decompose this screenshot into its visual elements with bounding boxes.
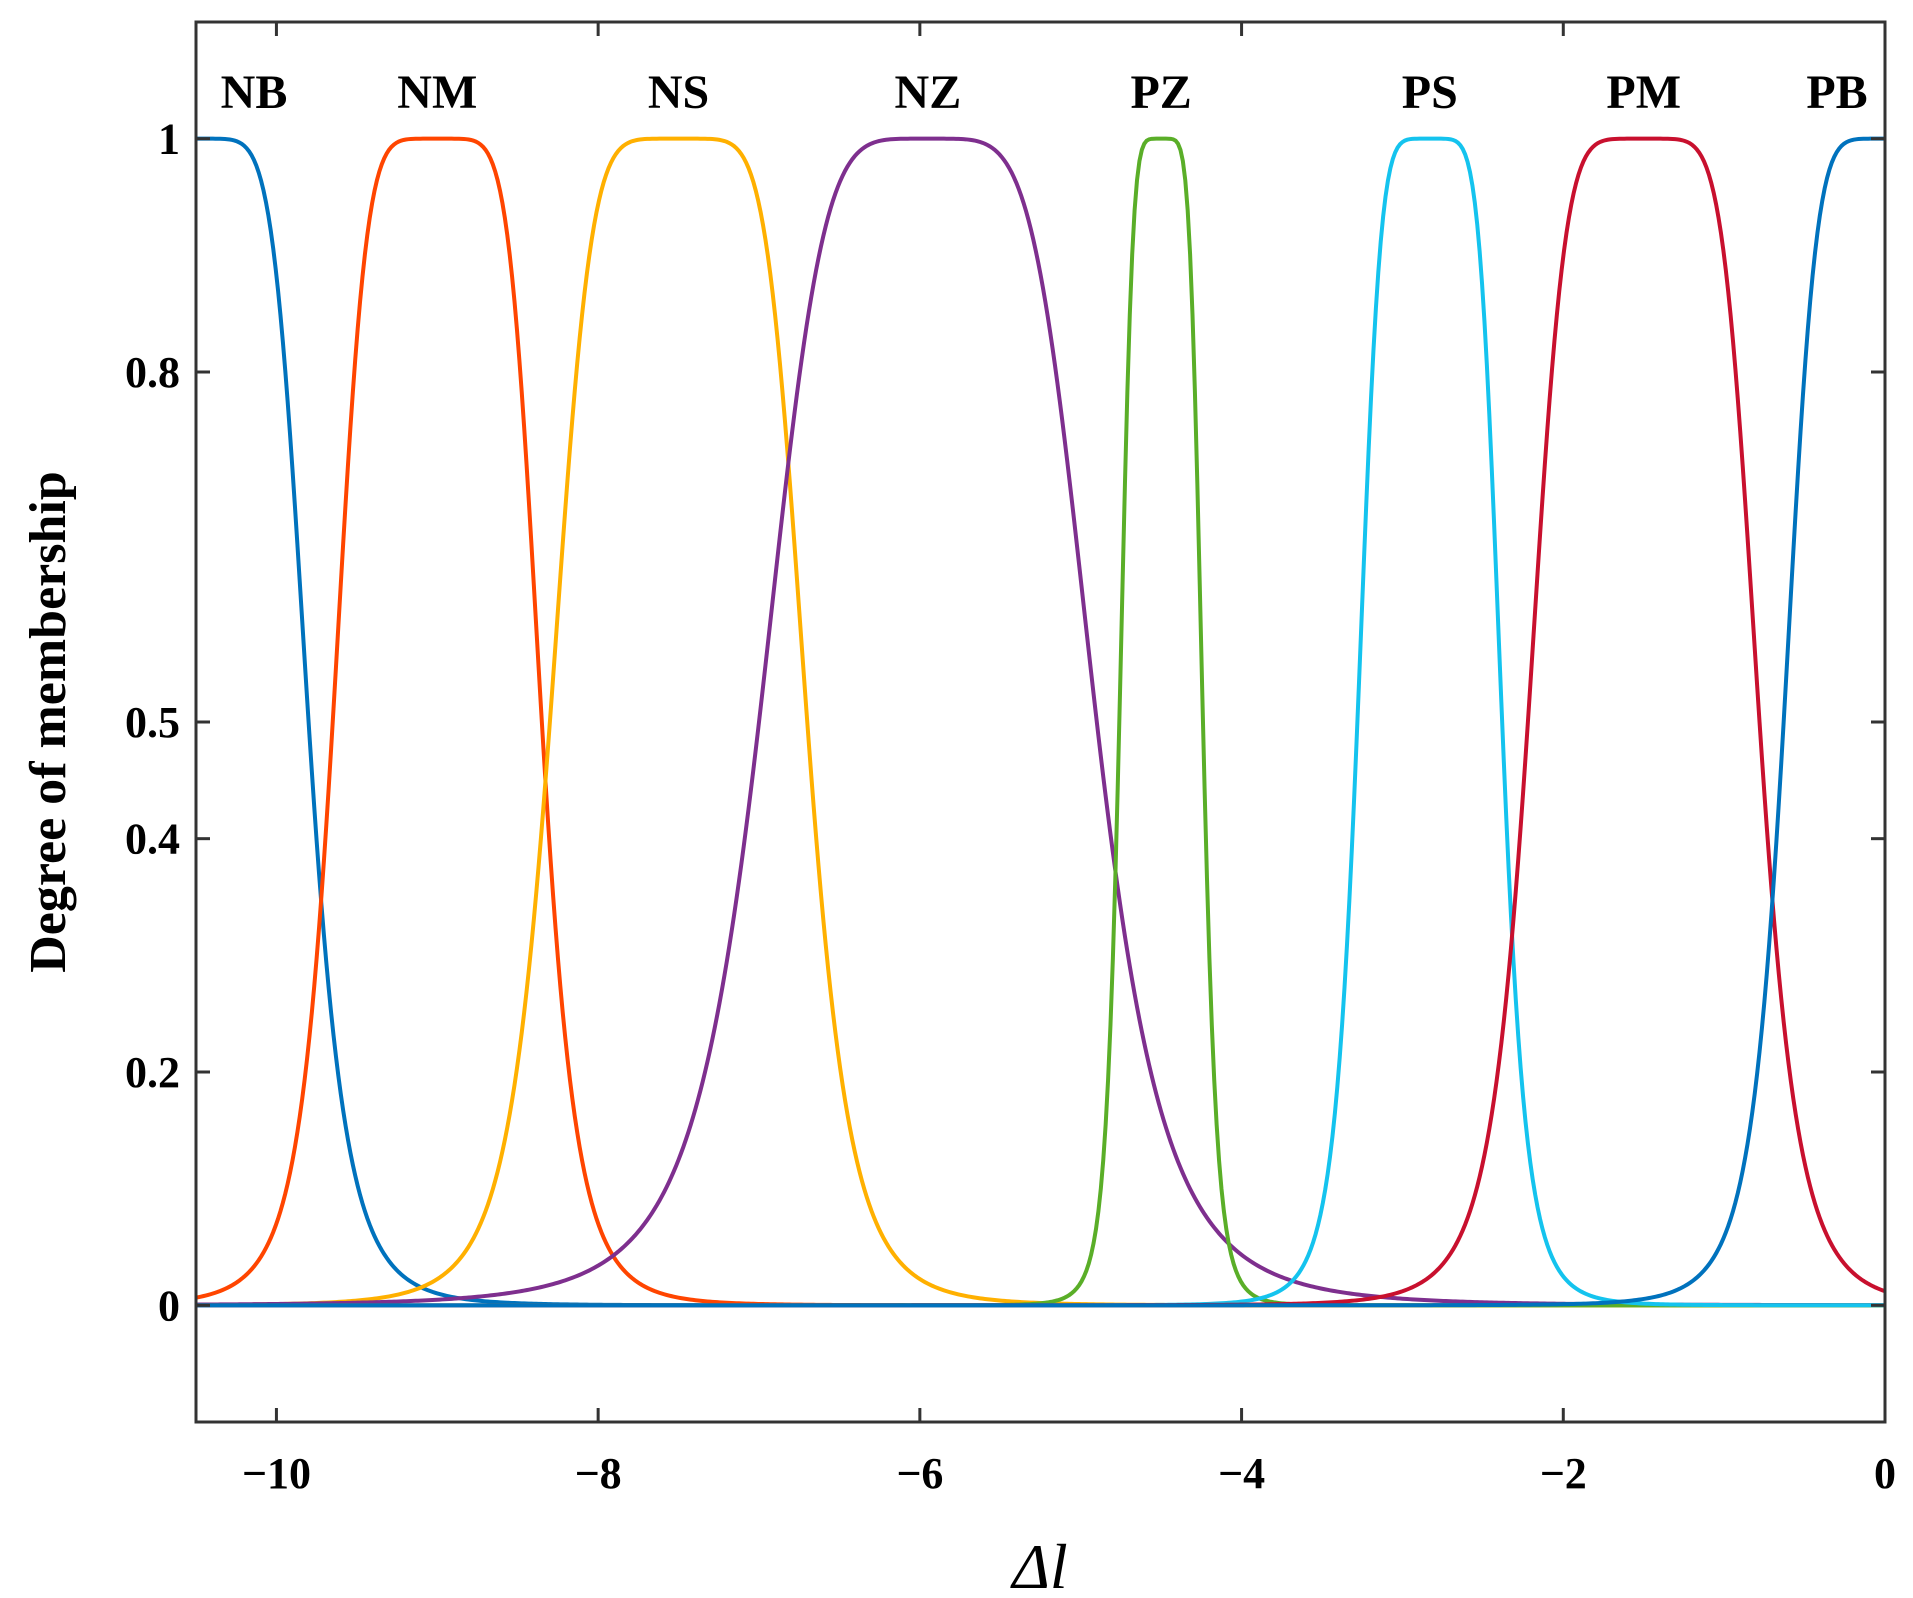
y-tick-label: 0.5	[125, 698, 180, 747]
curve-nb	[196, 136, 1885, 1308]
label-ps: PS	[1402, 66, 1458, 119]
y-tick-label: 0.4	[125, 815, 180, 864]
curve-ps	[196, 136, 1885, 1308]
y-tick-label: 1	[158, 115, 180, 164]
label-pm: PM	[1606, 66, 1681, 119]
x-tick-label: −2	[1540, 1449, 1587, 1498]
label-pb: PB	[1806, 66, 1867, 119]
x-tick-label: −6	[896, 1449, 943, 1498]
y-tick-label: 0	[158, 1281, 180, 1330]
plot-frame	[194, 20, 1887, 1424]
curve-nz	[196, 136, 1885, 1308]
membership-function-labels: NB NM NS NZ PZ PS PM PB	[221, 66, 1868, 119]
x-tick-label: −10	[242, 1449, 311, 1498]
axis-ticks: −10 −8 −6 −4 −2 0 0 0.2 0.4 0.5 0.8 1	[125, 22, 1896, 1498]
membership-curves	[196, 136, 1885, 1308]
label-pz: PZ	[1130, 66, 1191, 119]
label-ns: NS	[648, 66, 709, 119]
x-tick-label: −8	[575, 1449, 622, 1498]
label-nz: NZ	[895, 66, 962, 119]
y-tick-label: 0.2	[125, 1048, 180, 1097]
curve-pb	[196, 136, 1885, 1308]
curve-nm	[196, 136, 1885, 1308]
curve-pz	[196, 136, 1885, 1308]
x-tick-label: −4	[1218, 1449, 1265, 1498]
label-nm: NM	[397, 66, 477, 119]
curve-ns	[196, 136, 1885, 1308]
y-axis-label: Degree of membership	[20, 471, 77, 973]
curve-pm	[196, 136, 1885, 1308]
x-tick-label: 0	[1874, 1449, 1896, 1498]
label-nb: NB	[221, 66, 288, 119]
x-axis-label: Δl	[1009, 1531, 1067, 1598]
y-tick-label: 0.8	[125, 348, 180, 397]
